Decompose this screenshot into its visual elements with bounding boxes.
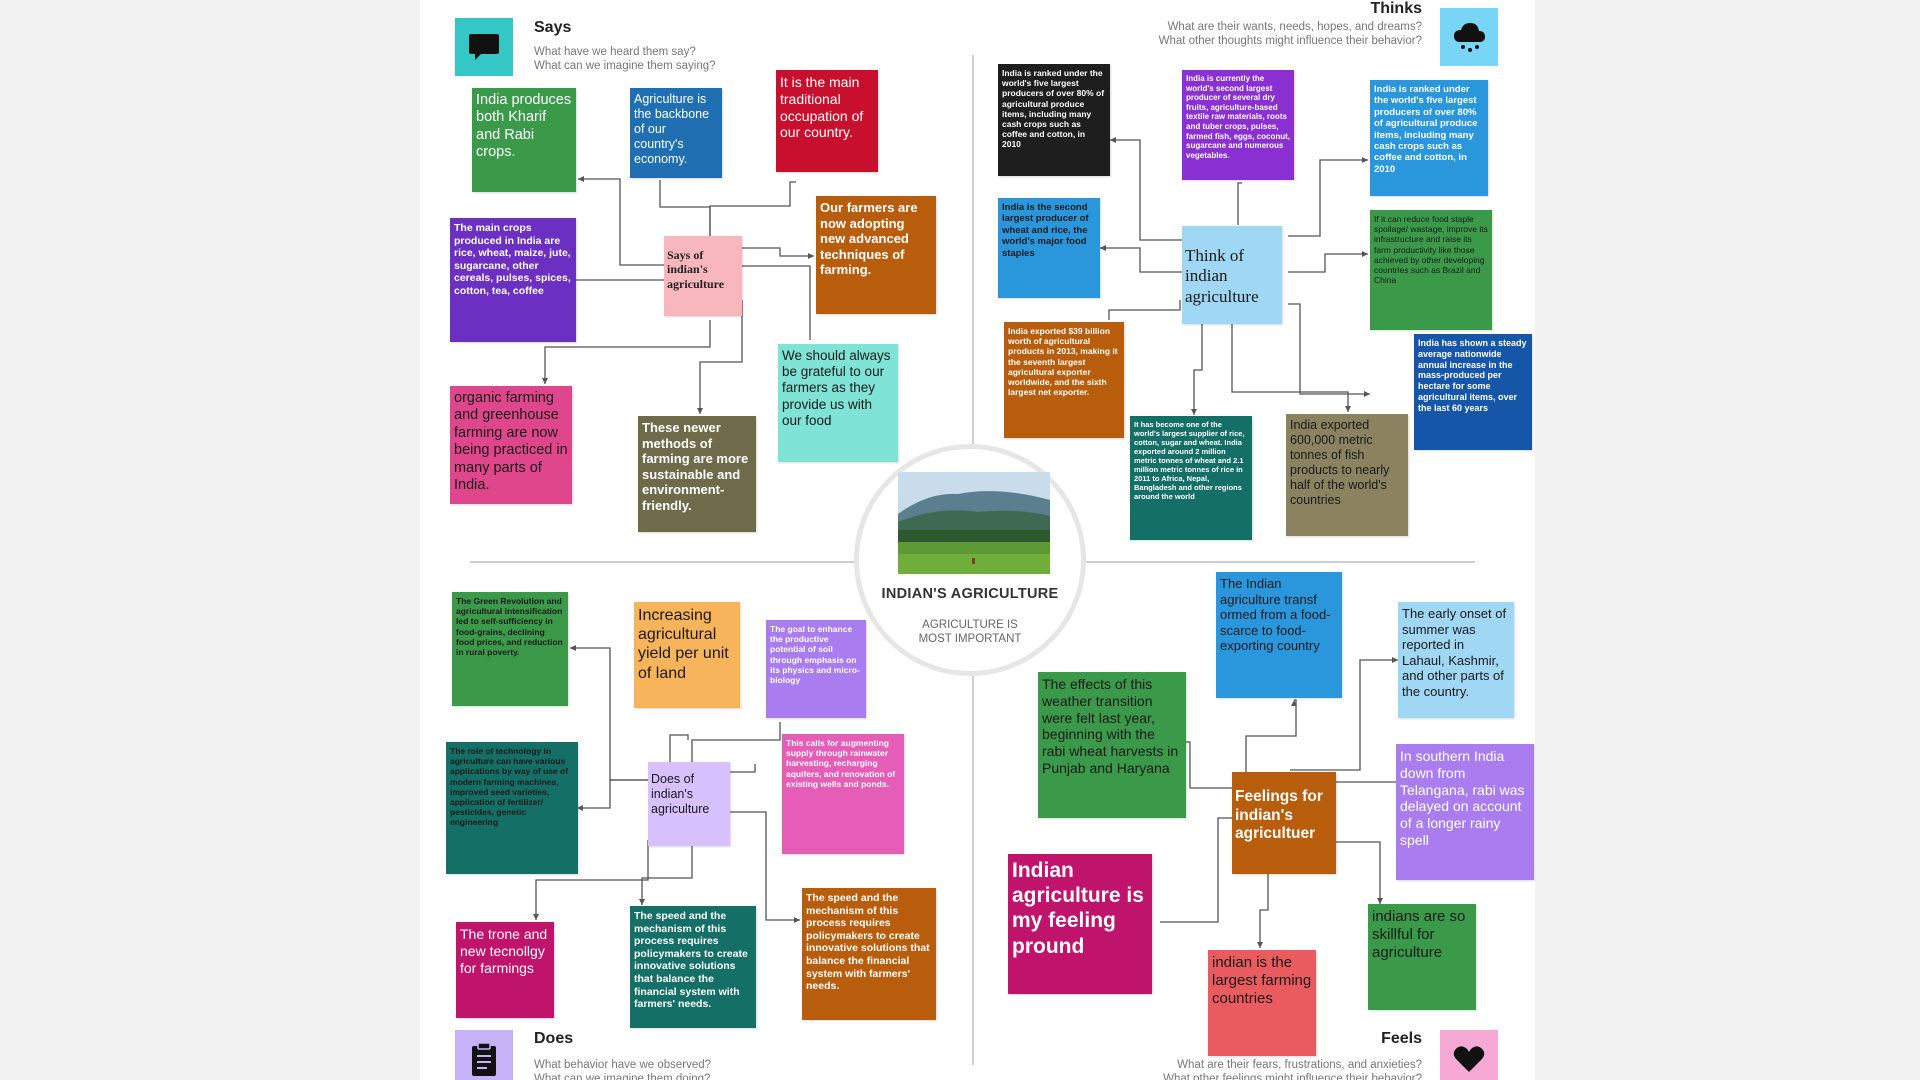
says-hub-note[interactable]: Says of indian's agriculture xyxy=(664,236,742,316)
feels-note-food-exporting[interactable]: The Indian agriculture transf ormed from… xyxy=(1216,572,1342,698)
does-note-role-of-technology[interactable]: The role of technology in agriculture ca… xyxy=(446,742,578,874)
does-note-green-revolution[interactable]: The Green Revolution and agricultural in… xyxy=(452,592,568,706)
thinks-note-five-largest-repeat[interactable]: India is ranked under the world's five l… xyxy=(1370,80,1488,196)
says-note-main-crops[interactable]: The main crops produced in India are ric… xyxy=(450,218,576,342)
says-note-sustainable-methods[interactable]: These newer methods of farming are more … xyxy=(638,416,756,532)
thinks-note-steady-increase[interactable]: India has shown a steady average nationw… xyxy=(1414,334,1532,450)
thinks-note-reduce-spoilage[interactable]: If it can reduce food staple spoilage/ w… xyxy=(1370,210,1492,330)
cloud-rain-icon xyxy=(1454,23,1485,52)
feels-note-largest-farming[interactable]: indian is the largest farming countries xyxy=(1208,950,1316,1056)
farm-landscape-image xyxy=(898,472,1050,574)
feels-hub-note[interactable]: Feelings for indian's agricultuer xyxy=(1232,772,1336,874)
says-subtitle: What have we heard them say? What can we… xyxy=(534,46,716,73)
does-title: Does xyxy=(534,1030,574,1047)
does-note-policymakers-2[interactable]: The speed and the mechanism of this proc… xyxy=(802,888,936,1020)
feels-note-early-summer[interactable]: The early onset of summer was reported i… xyxy=(1398,602,1514,718)
feels-note-feeling-proud[interactable]: Indian agriculture is my feeling pround xyxy=(1008,854,1152,994)
feels-note-skillful[interactable]: indians are so skillful for agriculture xyxy=(1368,904,1476,1010)
says-title: Says xyxy=(534,19,572,36)
thinks-note-wheat-rice[interactable]: India is the second largest producer of … xyxy=(998,198,1100,298)
does-note-policymakers-1[interactable]: The speed and the mechanism of this proc… xyxy=(630,906,756,1028)
thinks-note-second-largest-dry-fruits[interactable]: India is currently the world's second la… xyxy=(1182,70,1294,180)
feels-title: Feels xyxy=(1381,1030,1422,1047)
thinks-note-five-largest-producers[interactable]: India is ranked under the world's five l… xyxy=(998,64,1110,176)
says-note-traditional-occupation[interactable]: It is the main traditional occupation of… xyxy=(776,70,878,172)
connector-lines xyxy=(470,55,1475,1065)
feels-icon-tile xyxy=(1440,1030,1498,1080)
says-note-organic-farming[interactable]: organic farming and greenhouse farming a… xyxy=(450,386,572,504)
says-note-backbone[interactable]: Agriculture is the backbone of our count… xyxy=(630,88,722,178)
empathy-map-board: Says What have we heard them say? What c… xyxy=(420,0,1535,1080)
thinks-title: Thinks xyxy=(1370,0,1422,17)
says-note-grateful-farmers[interactable]: We should always be grateful to our farm… xyxy=(778,344,898,462)
feels-note-weather-transition[interactable]: The effects of this weather transition w… xyxy=(1038,672,1186,818)
thinks-note-largest-supplier[interactable]: It has become one of the world's largest… xyxy=(1130,416,1252,540)
center-subtitle: AGRICULTURE IS MOST IMPORTANT xyxy=(918,619,1022,646)
feels-note-rabi-delayed[interactable]: In southern India down from Telangana, r… xyxy=(1396,744,1534,880)
center-title: INDIAN'S AGRICULTURE xyxy=(881,586,1059,602)
does-note-increasing-yield[interactable]: Increasing agricultural yield per unit o… xyxy=(634,602,740,708)
does-subtitle: What behavior have we observed? What can… xyxy=(534,1059,712,1080)
does-hub-note[interactable]: Does of indian's agriculture xyxy=(648,762,730,846)
says-icon-tile xyxy=(455,18,513,76)
feels-subtitle: What are their fears, frustrations, and … xyxy=(1163,1059,1422,1080)
does-note-rainwater-harvesting[interactable]: This calls for augmenting supply through… xyxy=(782,734,904,854)
says-note-kharif-rabi[interactable]: India produces both Kharif and Rabi crop… xyxy=(472,88,576,192)
says-note-advanced-techniques[interactable]: Our farmers are now adopting new advance… xyxy=(816,196,936,314)
clipboard-icon xyxy=(472,1042,496,1076)
thinks-note-fish-exports[interactable]: India exported 600,000 metric tonnes of … xyxy=(1286,414,1408,536)
speech-bubble-icon xyxy=(469,34,499,60)
does-note-trone-technology[interactable]: The trone and new tecnollgy for farmings xyxy=(456,922,554,1018)
does-icon-tile xyxy=(455,1030,513,1080)
thinks-hub-note[interactable]: Think of indian agriculture xyxy=(1182,226,1282,324)
center-photo xyxy=(898,472,1050,574)
thinks-note-exported-39-billion[interactable]: India exported $39 billion worth of agri… xyxy=(1004,322,1124,438)
heart-icon xyxy=(1453,1046,1485,1072)
thinks-icon-tile xyxy=(1440,8,1498,66)
thinks-subtitle: What are their wants, needs, hopes, and … xyxy=(1158,21,1422,48)
does-note-soil-potential[interactable]: The goal to enhance the productive poten… xyxy=(766,620,866,718)
